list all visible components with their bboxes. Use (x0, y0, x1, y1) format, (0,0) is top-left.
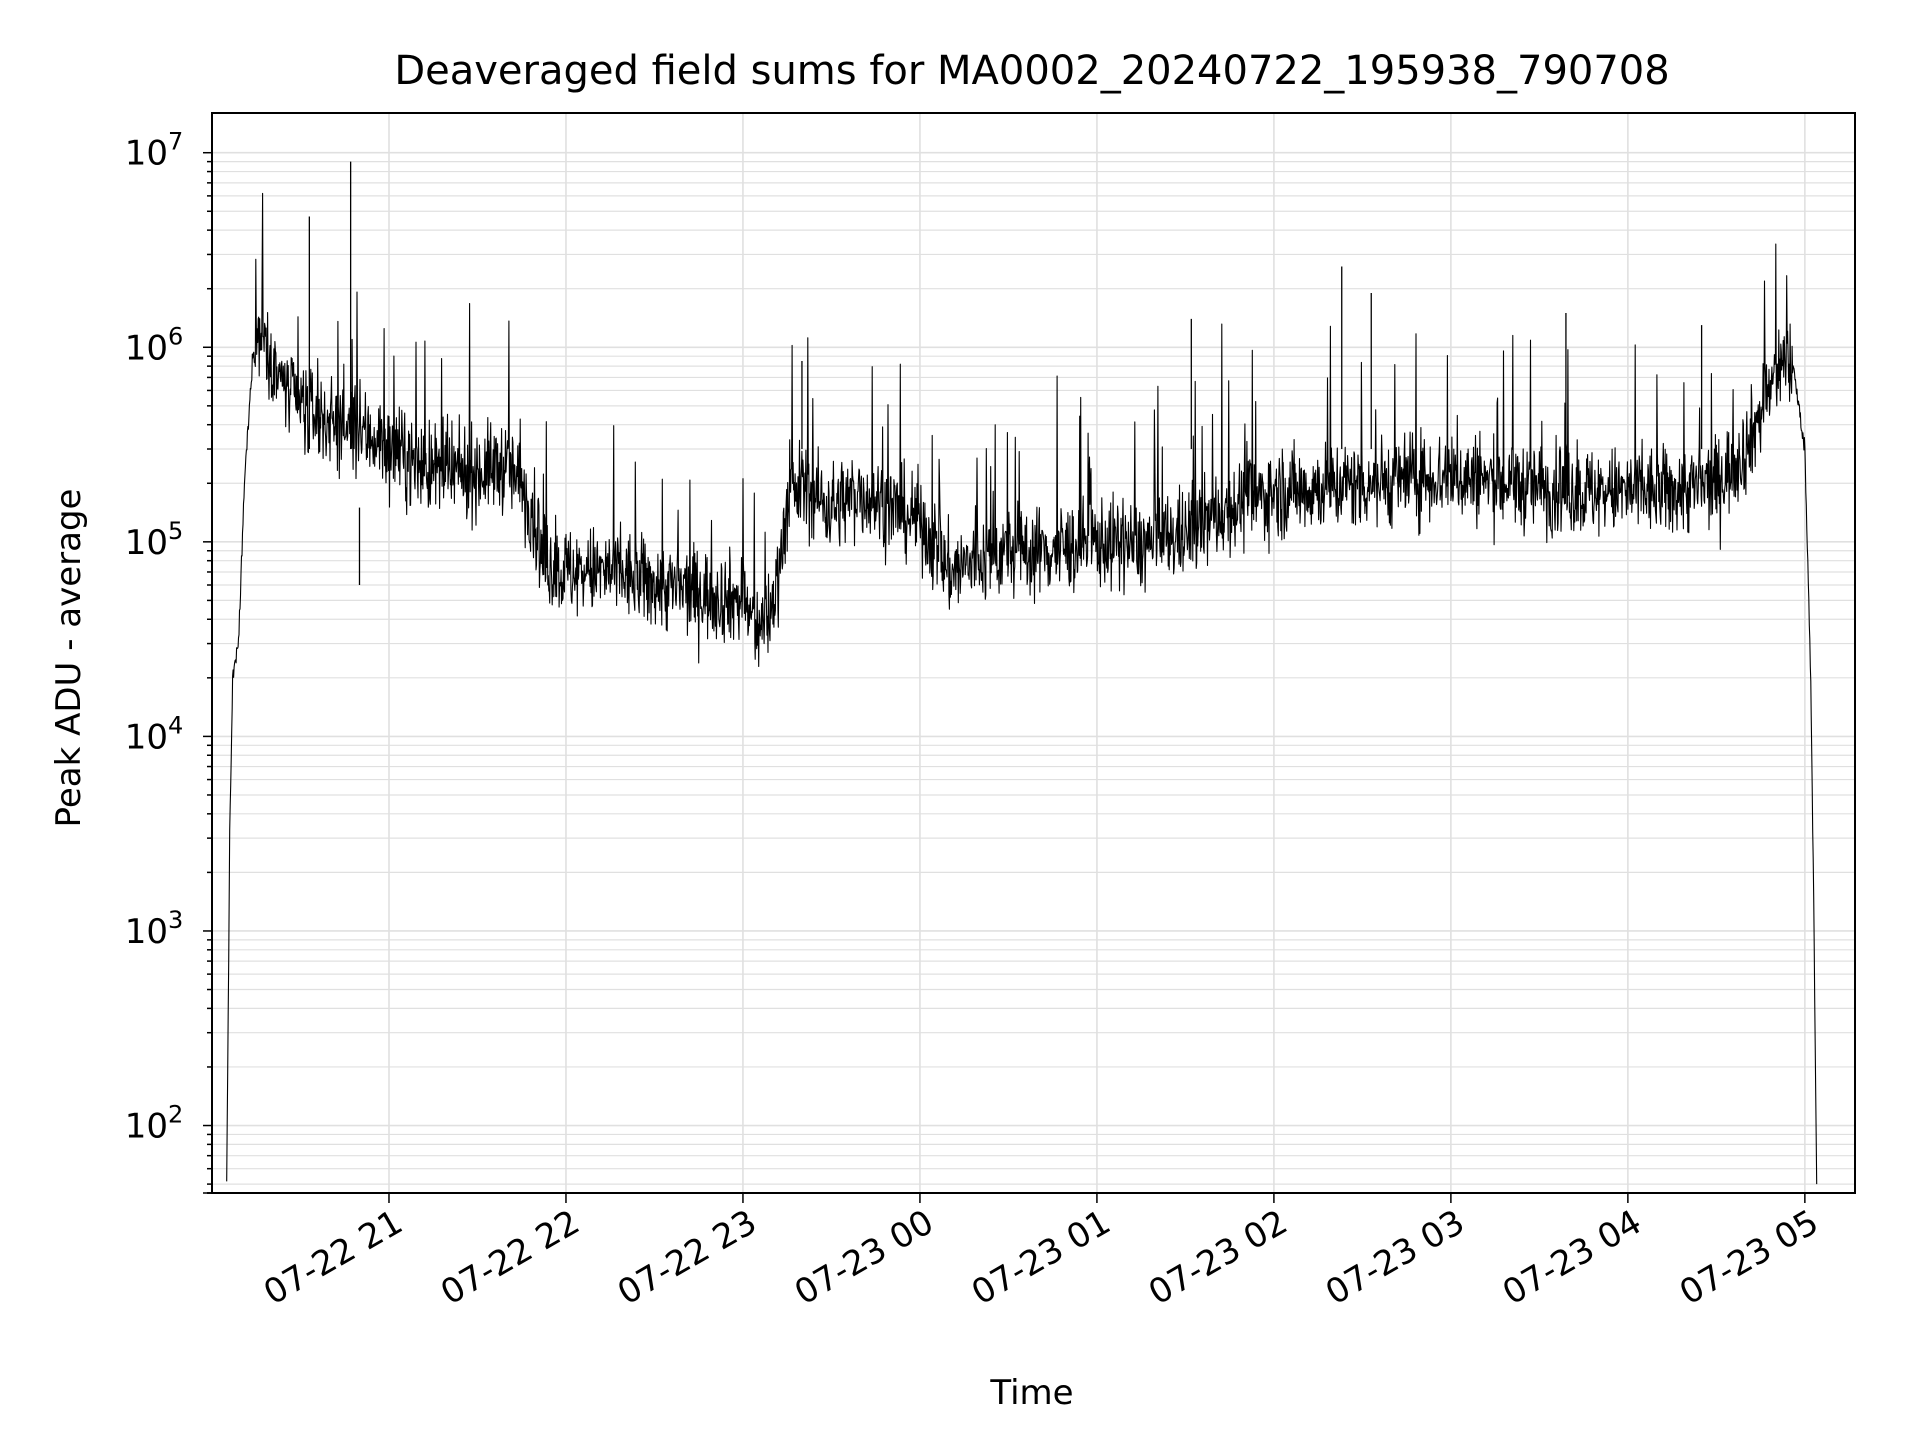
y-tick-label: 104 (125, 711, 184, 757)
axes-frame (211, 112, 1856, 1194)
data-layer (226, 161, 1818, 1185)
y-tick-label: 106 (125, 322, 184, 368)
y-tick-label: 103 (125, 906, 184, 952)
x-axis-label: Time (989, 1373, 1073, 1413)
y-axis-label: Peak ADU - average (49, 489, 89, 828)
y-tick-label: 107 (125, 128, 184, 174)
y-axis: 102 103 104 105 106 107 (125, 128, 212, 1194)
y-tick-label: 102 (125, 1101, 184, 1147)
chart-title: Deaveraged field sums for MA0002_2024072… (394, 48, 1669, 94)
series-line (226, 192, 1818, 1185)
y-tick-label: 105 (125, 517, 184, 563)
